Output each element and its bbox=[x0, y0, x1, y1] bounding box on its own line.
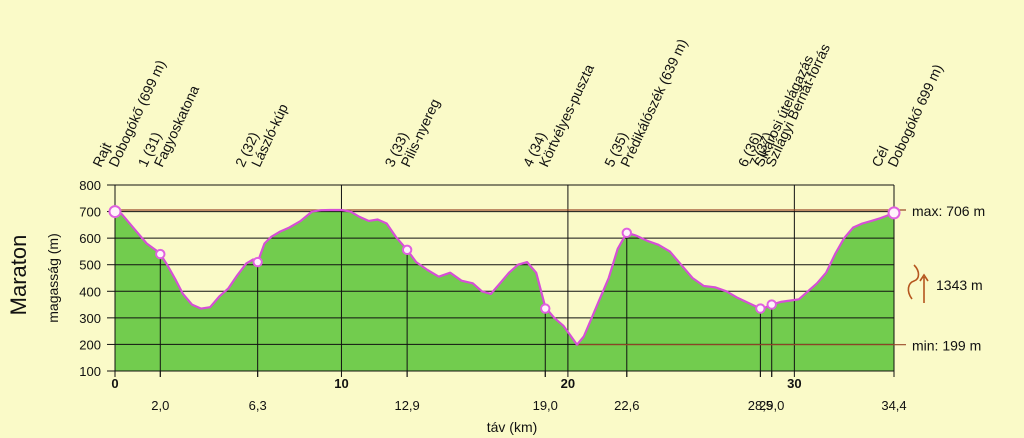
ascent-icon-squiggle bbox=[907, 264, 920, 300]
checkpoint-km-label: 2,0 bbox=[151, 398, 169, 413]
checkpoint-km-label: 28,5 bbox=[748, 398, 773, 413]
max-label: max: 706 m bbox=[912, 203, 985, 219]
checkpoint-name-label: Dobogókő 699 m) bbox=[884, 62, 946, 170]
y-tick-labels: 100 200 300 400 500 600 700 800 bbox=[79, 178, 101, 379]
y-tick-label: 800 bbox=[79, 178, 101, 193]
checkpoint-name-label: Fagyoskatona bbox=[151, 83, 203, 170]
checkpoint-marker bbox=[108, 205, 122, 219]
x-major-tick-label: 20 bbox=[561, 376, 575, 391]
y-tick-label: 300 bbox=[79, 311, 101, 326]
checkpoint-km-label: 22,6 bbox=[614, 398, 639, 413]
y-tick-label: 100 bbox=[79, 364, 101, 379]
x-axis-label: táv (km) bbox=[487, 419, 538, 435]
checkpoint-markers bbox=[108, 205, 901, 314]
checkpoint-marker bbox=[755, 303, 766, 314]
side-title: Maraton bbox=[6, 235, 31, 316]
checkpoint-km-label: 34,4 bbox=[881, 398, 906, 413]
ascent-label: 1343 m bbox=[936, 277, 983, 293]
ascent-icon bbox=[919, 273, 929, 303]
checkpoint-marker bbox=[155, 248, 166, 260]
elevation-fill bbox=[115, 210, 894, 371]
checkpoint-name-label: Prédikálószék (639 m) bbox=[617, 36, 690, 169]
checkpoint-name-label: Körtvélyes-puszta bbox=[535, 61, 597, 169]
y-tick-label: 400 bbox=[79, 284, 101, 299]
annotations: max: 706 m min: 199 m 1343 m bbox=[907, 203, 985, 354]
y-tick-label: 600 bbox=[79, 231, 101, 246]
checkpoint-name-label: Pilis-nyereg bbox=[397, 96, 442, 169]
y-axis-label: magasság (m) bbox=[45, 233, 61, 322]
y-tick-label: 500 bbox=[79, 258, 101, 273]
x-major-tick-label: 10 bbox=[334, 376, 348, 391]
elevation-area bbox=[115, 210, 894, 371]
checkpoint-marker bbox=[401, 244, 413, 256]
y-tick-label: 200 bbox=[79, 337, 101, 352]
x-major-tick-labels: 0 10 20 30 bbox=[111, 376, 801, 391]
checkpoint-km-label: 29,0 bbox=[759, 398, 784, 413]
x-checkpoint-km-labels: 2,0 6,3 12,9 19,0 22,6 28,529,0 34,4 bbox=[151, 398, 906, 413]
checkpoint-marker bbox=[621, 227, 632, 239]
max-min-lines bbox=[115, 209, 906, 346]
y-tick-label: 700 bbox=[79, 205, 101, 220]
checkpoint-km-label: 6,3 bbox=[249, 398, 267, 413]
x-major-tick-label: 0 bbox=[111, 376, 118, 391]
checkpoint-marker bbox=[540, 303, 551, 314]
x-major-tick-label: 30 bbox=[787, 376, 801, 391]
checkpoint-marker bbox=[252, 256, 263, 268]
checkpoint-km-label: 19,0 bbox=[533, 398, 558, 413]
checkpoint-km-label: 12,9 bbox=[394, 398, 419, 413]
min-label: min: 199 m bbox=[912, 338, 981, 354]
checkpoint-marker bbox=[887, 206, 901, 220]
checkpoint-lines bbox=[114, 232, 895, 377]
checkpoint-marker bbox=[766, 299, 777, 310]
